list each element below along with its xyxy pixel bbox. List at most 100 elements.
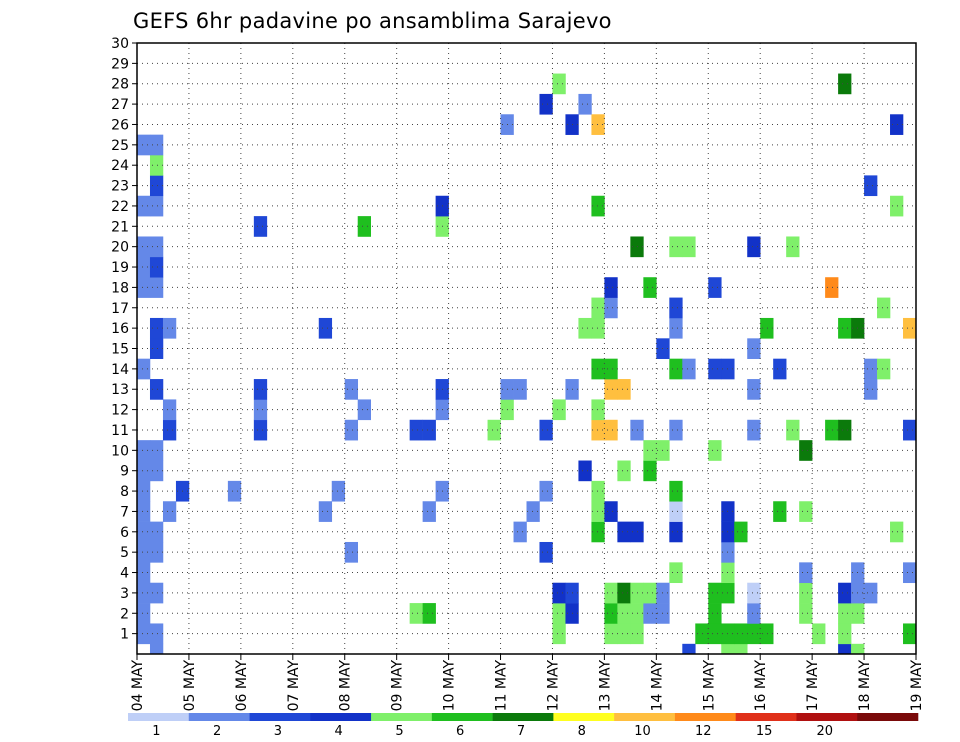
- heatmap-cell: [253, 419, 268, 441]
- heatmap-cell: [799, 603, 813, 624]
- heatmap-cell: [708, 603, 722, 624]
- colorbar-swatch: [735, 713, 797, 721]
- heatmap-cell: [864, 175, 878, 197]
- heatmap-cell: [552, 582, 566, 604]
- x-tick-label: 06 MAY: [234, 660, 250, 712]
- heatmap-cell: [149, 256, 164, 278]
- y-tick-label: 1: [120, 627, 129, 643]
- heatmap-cell: [539, 480, 553, 502]
- heatmap-cell: [604, 358, 618, 380]
- heatmap-cell: [137, 236, 151, 258]
- colorbar-legend: 1 2 3 4 5 6 7 8 10 12 15 20: [128, 713, 919, 739]
- x-tick-label: 19 MAY: [909, 660, 925, 712]
- heatmap-cell: [149, 440, 164, 461]
- heatmap-cell: [669, 236, 683, 258]
- heatmap-cell: [162, 419, 177, 441]
- heatmap-cell: [799, 501, 813, 522]
- heatmap-cell: [137, 501, 151, 522]
- y-tick-label: 16: [111, 321, 129, 337]
- heatmap-cell: [617, 460, 631, 482]
- colorbar-swatch: [128, 713, 190, 721]
- heatmap-cell: [773, 501, 787, 522]
- x-axis: 04 MAY 05 MAY 06 MAY 07 MAY 08 MAY 09 MAY 10 M…: [130, 654, 925, 711]
- colorbar-label: 1: [152, 724, 160, 739]
- heatmap-cell: [149, 541, 164, 563]
- heatmap-cell: [227, 480, 242, 502]
- heatmap-cell: [838, 643, 852, 655]
- y-tick-label: 24: [111, 158, 129, 174]
- heatmap-cell: [344, 379, 359, 400]
- x-tick-label: 12 MAY: [545, 660, 561, 712]
- heatmap-cell: [149, 460, 164, 482]
- heatmap-cell: [669, 317, 683, 339]
- x-tick-label: 04 MAY: [130, 660, 146, 712]
- y-tick-label: 17: [111, 301, 129, 317]
- heatmap-cell: [409, 603, 423, 624]
- heatmap-cell: [838, 603, 852, 624]
- heatmap-cell: [617, 521, 631, 543]
- y-tick-label: 14: [111, 362, 129, 378]
- y-tick-label: 25: [111, 138, 129, 154]
- heatmap-cell: [149, 317, 164, 339]
- heatmap-cell: [695, 623, 709, 645]
- heatmap-cell: [137, 134, 151, 156]
- heatmap-cell: [539, 419, 553, 441]
- y-tick-label: 26: [111, 117, 129, 133]
- heatmap-cell: [708, 623, 722, 645]
- heatmap-cell: [149, 236, 164, 258]
- heatmap-cell: [149, 195, 164, 217]
- heatmap-cell: [760, 317, 774, 339]
- heatmap-cell: [669, 521, 683, 543]
- heatmap-cell: [591, 297, 605, 319]
- heatmap-cell: [864, 358, 878, 380]
- heatmap-cell: [604, 603, 618, 624]
- heatmap-cell: [877, 358, 891, 380]
- x-tick-label: 07 MAY: [286, 660, 302, 712]
- heatmap-cell: [137, 541, 151, 563]
- colorbar-label: 12: [695, 724, 712, 739]
- heatmap-cell: [682, 236, 696, 258]
- heatmap-cell: [137, 480, 151, 502]
- heatmap-cell: [591, 521, 605, 543]
- y-tick-label: 8: [120, 484, 129, 500]
- colorbar-swatch: [674, 713, 736, 721]
- colorbar-swatch: [249, 713, 311, 721]
- colorbar-swatch: [188, 713, 250, 721]
- colorbar-swatch: [614, 713, 676, 721]
- x-tick-label: 13 MAY: [597, 660, 613, 712]
- heatmap-cell: [747, 623, 761, 645]
- y-tick-label: 27: [111, 97, 129, 113]
- heatmap-cell: [591, 114, 605, 135]
- y-tick-label: 7: [120, 504, 129, 520]
- heatmap-cell: [539, 541, 553, 563]
- heatmap-cell: [734, 643, 748, 655]
- x-tick-label: 08 MAY: [338, 660, 354, 712]
- heatmap-cell: [578, 317, 592, 339]
- heatmap-cell: [669, 419, 683, 441]
- heatmap-cell: [708, 358, 722, 380]
- heatmap-cell: [422, 419, 436, 441]
- heatmap-cell: [137, 358, 151, 380]
- heatmap-cell: [812, 623, 826, 645]
- heatmap-cell: [422, 501, 436, 522]
- heatmap-cell: [682, 643, 696, 655]
- colorbar-swatch: [796, 713, 858, 721]
- y-tick-label: 22: [111, 199, 129, 215]
- heatmap-cell: [604, 277, 618, 298]
- y-tick-label: 19: [111, 260, 129, 276]
- heatmap-cell: [721, 643, 735, 655]
- heatmap-cell: [747, 582, 761, 604]
- heatmap-cell: [669, 562, 683, 584]
- heatmap-cell: [513, 379, 527, 400]
- heatmap-cell: [604, 623, 618, 645]
- heatmap-cell: [591, 358, 605, 380]
- heatmap-cell: [149, 582, 164, 604]
- heatmap-cell: [253, 399, 268, 421]
- heatmap-cell: [643, 460, 657, 482]
- heatmap-cell: [838, 623, 852, 645]
- heatmap-cell: [591, 317, 605, 339]
- heatmap-cell: [682, 358, 696, 380]
- heatmap-cell: [643, 440, 657, 461]
- heatmap-cell: [890, 195, 904, 217]
- y-tick-label: 6: [120, 525, 129, 541]
